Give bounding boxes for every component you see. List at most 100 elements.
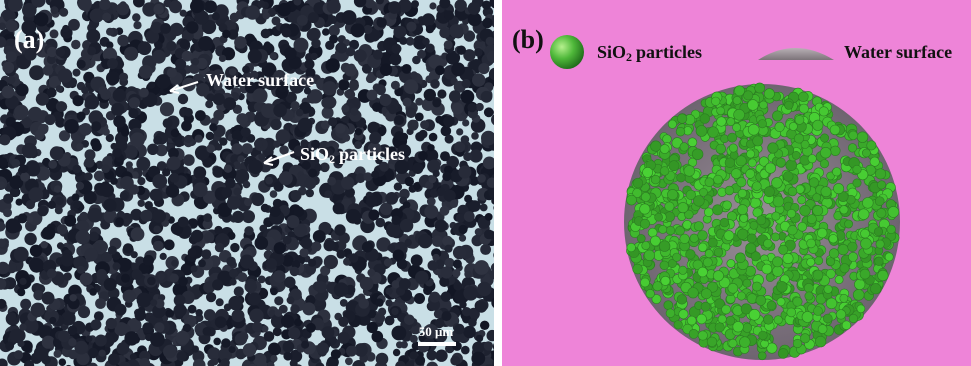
particle [308,259,316,267]
particle [7,76,15,84]
particle [123,243,133,253]
particle [201,249,211,259]
particle [848,252,857,261]
particle [99,350,106,357]
particle [779,245,788,254]
particle [163,345,177,359]
particle [664,301,673,310]
particle [698,331,707,340]
particle [752,282,761,291]
particle [346,346,357,357]
particle [467,103,476,112]
particle [439,27,450,38]
particle [642,242,650,250]
particle [401,341,408,348]
particle [832,168,841,177]
particle [663,135,672,144]
particle [482,18,492,28]
particle [481,131,496,146]
particle [90,9,104,23]
particle [820,160,828,168]
particle [94,171,105,182]
particle [91,319,102,330]
particle [203,327,212,336]
legend-particle [550,35,584,69]
particle [442,311,452,321]
particle [660,261,669,270]
particle [188,248,197,257]
particle [458,166,471,179]
particle [391,81,400,90]
particle [170,23,183,36]
particle [399,278,411,290]
particle [63,272,72,281]
particle [214,226,222,234]
particle [212,166,223,177]
particle [468,2,481,15]
particle [128,108,138,118]
particle [478,63,489,74]
particle [142,322,153,333]
particle [403,201,411,209]
particle [254,139,263,148]
particle [14,247,29,262]
particle [20,299,31,310]
particle [640,204,650,214]
particle [237,155,244,162]
particle [354,49,367,62]
particle [311,241,321,251]
particle [725,186,734,195]
particle [154,41,162,49]
particle [418,234,432,248]
particle [410,71,417,78]
particle [651,141,662,152]
particle [212,12,220,20]
particle [788,225,798,235]
particle [153,241,164,252]
particle [258,153,265,160]
particle [384,258,393,267]
particle [805,292,813,300]
particle [388,106,396,114]
particle [471,352,485,366]
particle [793,297,802,306]
particle [486,37,495,46]
particle [400,133,408,141]
particle [809,178,819,188]
particle [171,260,178,267]
particle [30,245,42,257]
particle [862,149,870,157]
particle [452,103,464,115]
micrograph [0,0,506,366]
particle [89,101,97,109]
particle [725,158,735,168]
particle [419,130,428,139]
particle [29,258,44,273]
particle [429,176,437,184]
particle [651,175,660,184]
particle [248,160,263,175]
particle [875,257,884,266]
particle [641,193,650,202]
particle [265,177,273,185]
particle [767,301,776,310]
particle [484,341,493,350]
particle [58,68,73,83]
particle [759,101,767,109]
particle [20,172,29,181]
figure: (a) Water surface SiO2particles 50 μm (b… [0,0,971,366]
particle [462,307,471,316]
particle [77,112,86,121]
particle [480,244,491,255]
particle [385,299,392,306]
particle [385,316,395,326]
particle [403,98,412,107]
particle [198,260,206,268]
particle [102,13,111,22]
particle [800,334,809,343]
particle [808,155,816,163]
particle [345,64,357,76]
particle [253,88,268,103]
particle [367,269,375,277]
particle [336,43,347,54]
